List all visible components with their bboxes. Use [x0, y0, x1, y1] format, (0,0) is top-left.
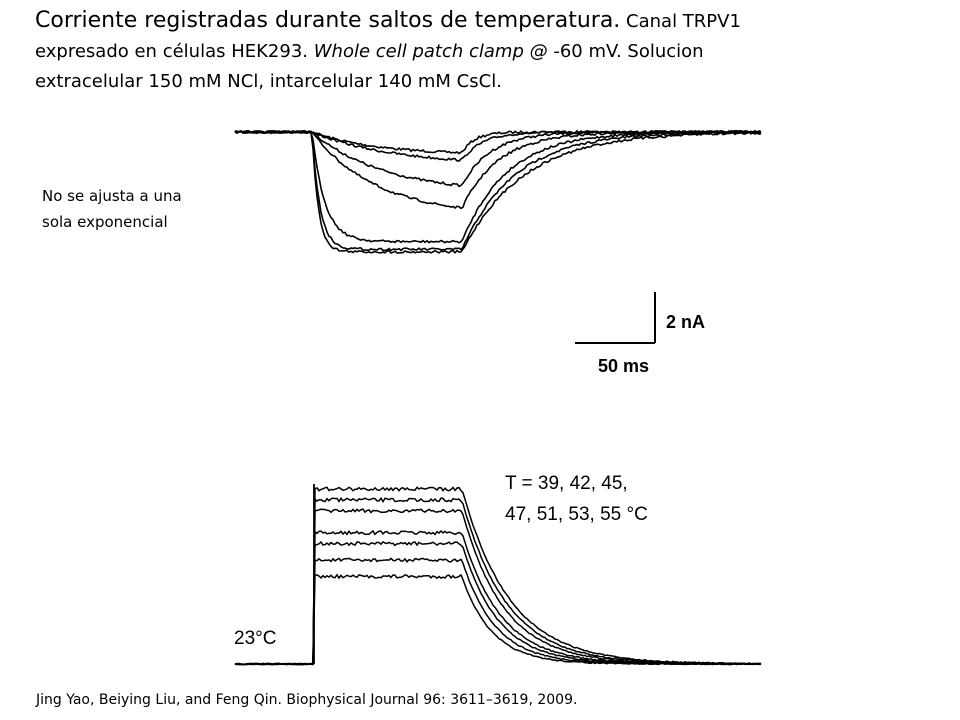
- title-line1-rest: Canal TRPV1: [626, 11, 741, 32]
- title-line2-b: -60 mV. Solucion: [553, 41, 704, 62]
- current-trace-7: [234, 130, 762, 254]
- temperature-trace-53: [234, 496, 762, 666]
- temperature-legend: T = 39, 42, 45, 47, 51, 53, 55 °C: [505, 468, 648, 530]
- temperature-trace-47: [234, 529, 762, 666]
- note-line2: sola exponencial: [42, 213, 168, 231]
- title-main: Corriente registradas durante saltos de …: [35, 8, 621, 33]
- scale-bar: [575, 292, 656, 344]
- temperature-traces: [234, 484, 762, 666]
- scale-bar-x-label: 50 ms: [598, 356, 650, 376]
- citation: Jing Yao, Beiying Liu, and Feng Qin. Bio…: [36, 692, 578, 708]
- temps-line1: T = 39, 42, 45,: [505, 473, 628, 494]
- baseline-temp-label: 23°C: [234, 628, 277, 649]
- temps-line2: 47, 51, 53, 55 °C: [505, 504, 648, 525]
- current-trace-3: [234, 129, 762, 188]
- temperature-trace-55: [234, 486, 762, 666]
- note-line1: No se ajusta a una: [42, 187, 182, 205]
- current-traces: [234, 129, 762, 254]
- scale-bar-y-label: 2 nA: [666, 312, 706, 332]
- slide-title: Corriente registradas durante saltos de …: [35, 6, 935, 97]
- title-line3: extracelular 150 mM NCl, intarcelular 14…: [35, 71, 502, 92]
- fit-note: No se ajusta a una sola exponencial: [42, 183, 242, 235]
- title-line2-a: expresado en células HEK293.: [35, 41, 308, 62]
- title-line2-italic: Whole cell patch clamp @: [313, 41, 548, 62]
- current-trace-5: [234, 129, 762, 244]
